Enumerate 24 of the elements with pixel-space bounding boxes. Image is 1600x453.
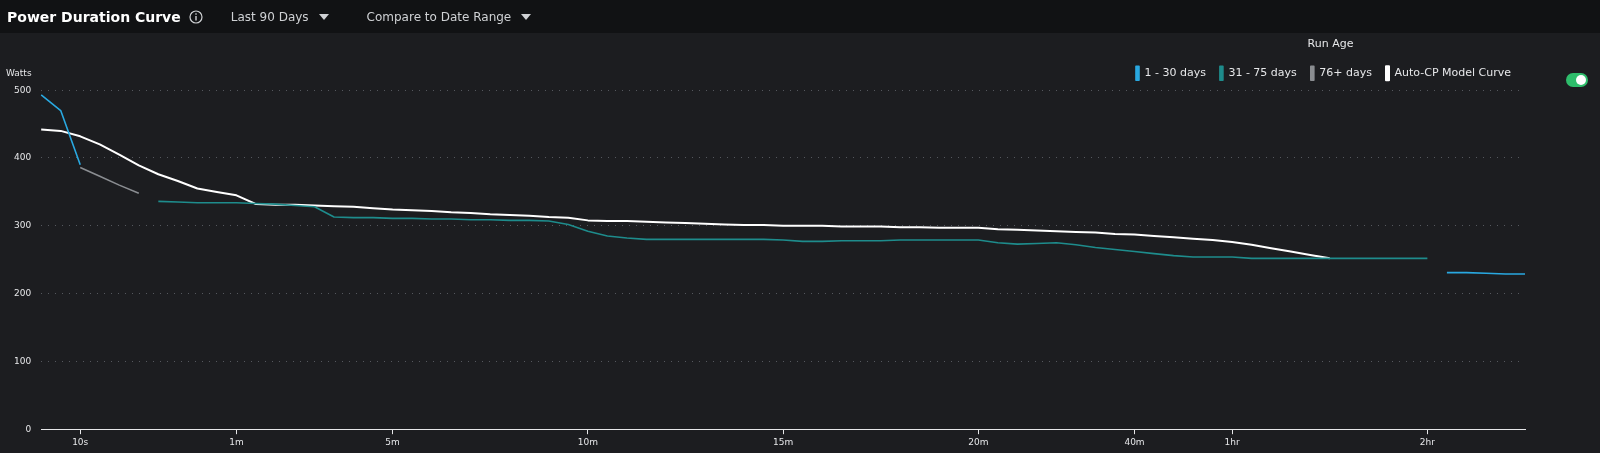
x-tick-label: 2hr <box>1419 436 1436 447</box>
text: Last 90 Days <box>230 9 309 24</box>
legend-title: Run Age <box>1307 37 1354 51</box>
y-tick-label: 200 <box>13 287 32 298</box>
legend-label: 1 - 30 days <box>1144 66 1207 80</box>
x-tick-label: 40m <box>1124 436 1145 447</box>
x-tick-label: 10s <box>72 436 89 447</box>
y-tick-label: 100 <box>13 355 32 366</box>
y-tick-label: 500 <box>13 84 32 95</box>
y-tick-label: 300 <box>13 220 32 231</box>
x-tick-label: 1m <box>229 436 244 447</box>
x-tick-label: 20m <box>968 436 989 447</box>
legend-label: 76+ days <box>1319 66 1373 80</box>
x-tick-label: 10m <box>577 436 598 447</box>
x-tick-label: 1hr <box>1224 436 1240 447</box>
x-tick-label: 5m <box>385 436 400 447</box>
legend-label: Auto-CP Model Curve <box>1394 66 1512 80</box>
chart-title: Power Duration Curve <box>7 8 181 25</box>
y-tick-label: 0 <box>25 423 32 434</box>
legend-label: 31 - 75 days <box>1228 66 1298 80</box>
x-tick-label: 15m <box>772 436 794 447</box>
y-axis-title: Watts <box>6 68 32 79</box>
y-tick-label: 400 <box>13 152 32 163</box>
text: Compare to Date Range <box>366 9 512 24</box>
